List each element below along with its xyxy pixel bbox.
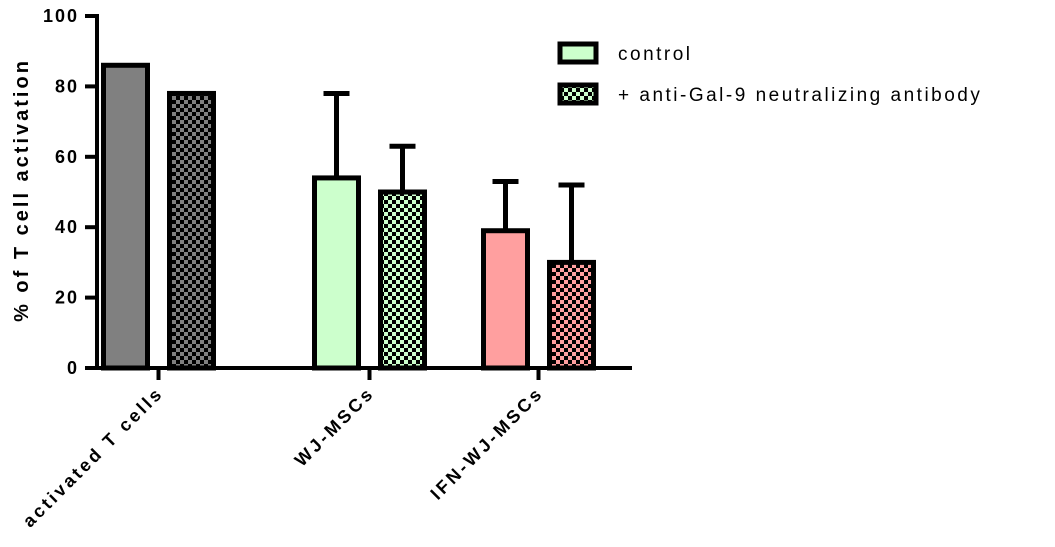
- y-tick-label: 80: [55, 76, 79, 96]
- bar-ifn-wj-mscs-antibody: [547, 259, 596, 371]
- bar-activated-t-cells-control: [101, 62, 150, 371]
- bar-ifn-wj-mscs-control: [481, 228, 530, 371]
- legend: control + anti-Gal-9 neutralizing antibod…: [557, 41, 982, 106]
- legend-swatch: [557, 41, 599, 65]
- bar-wj-mscs-antibody: [378, 189, 427, 371]
- legend-label: control: [618, 44, 693, 65]
- x-tick-label: activated T cells: [19, 383, 168, 532]
- legend-swatch: [557, 82, 599, 106]
- bar-wj-mscs-control: [312, 175, 361, 371]
- y-tick-label: 0: [67, 358, 79, 378]
- y-tick-label: 20: [55, 288, 79, 308]
- x-tick-label: IFN-WJ-MSCs: [426, 383, 547, 504]
- bar-activated-t-cells-antibody: [167, 90, 216, 371]
- plot-area: [101, 62, 596, 371]
- y-axis-label: % of T cell activation: [11, 58, 33, 322]
- y-tick-label: 40: [55, 217, 79, 237]
- y-tick-label: 100: [43, 6, 79, 26]
- x-tick-label: WJ-MSCs: [291, 383, 379, 471]
- y-tick-label: 60: [55, 147, 79, 167]
- legend-label: + anti-Gal-9 neutralizing antibody: [618, 85, 982, 106]
